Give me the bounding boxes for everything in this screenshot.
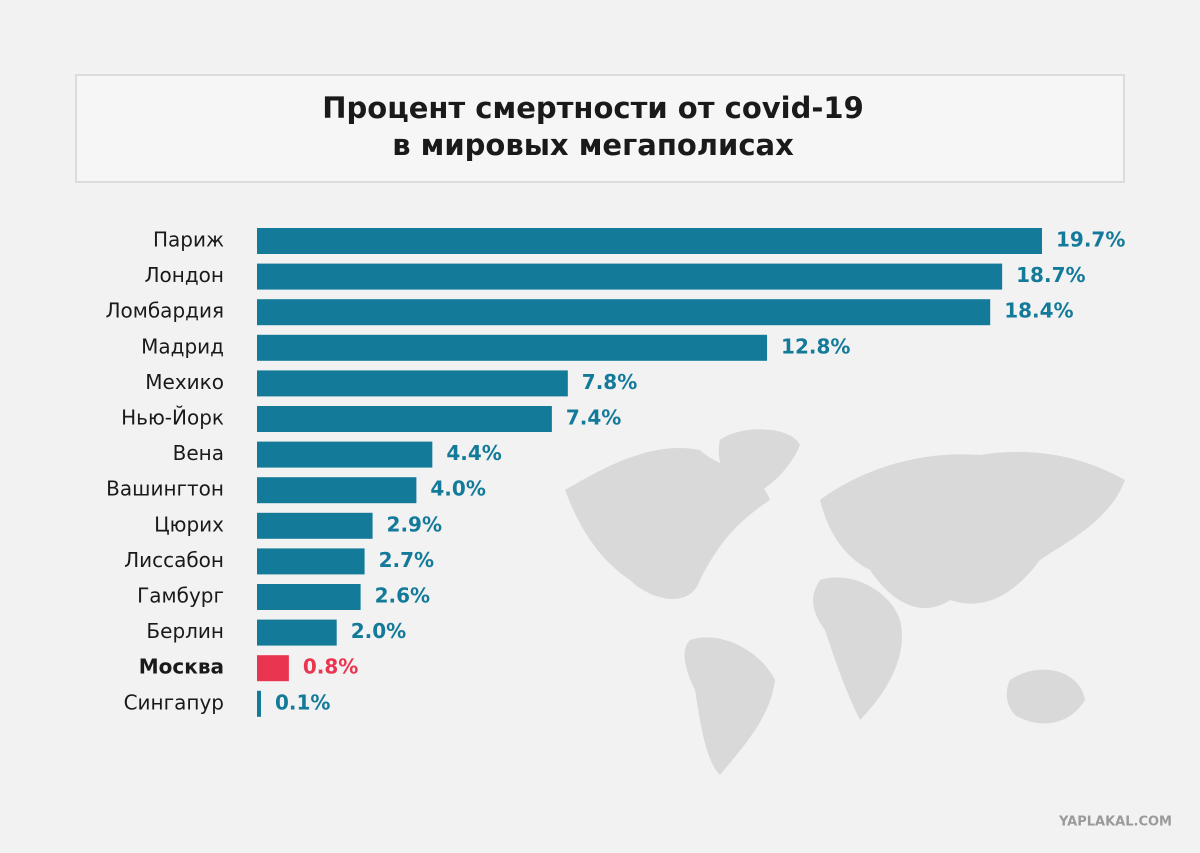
value-label: 2.6% <box>375 584 430 608</box>
category-label: Вена <box>173 441 224 465</box>
category-label: Лиссабон <box>124 548 224 572</box>
category-label: Гамбург <box>137 584 224 608</box>
bar <box>257 334 768 361</box>
category-label: Париж <box>153 228 224 252</box>
category-label: Нью-Йорк <box>121 406 224 430</box>
title-box <box>75 74 1125 183</box>
bar <box>257 370 568 397</box>
world-map <box>565 429 1125 775</box>
chart-title: Процент смертности от covid-19 <box>322 91 864 125</box>
value-label: 4.0% <box>430 477 485 501</box>
bar <box>257 690 261 717</box>
value-label: 19.7% <box>1056 228 1125 252</box>
value-label: 4.4% <box>446 441 501 465</box>
category-label: Лондон <box>145 263 225 287</box>
bar <box>257 299 991 326</box>
category-label: Москва <box>139 655 224 679</box>
bar <box>257 655 289 682</box>
value-label: 12.8% <box>781 334 850 358</box>
bar <box>257 228 1042 254</box>
category-label: Мадрид <box>141 334 224 358</box>
category-label: Берлин <box>146 619 224 643</box>
bar <box>257 512 373 539</box>
bar <box>257 406 552 432</box>
value-label: 2.9% <box>387 512 442 536</box>
category-label: Сингапур <box>124 690 224 714</box>
bar <box>257 477 417 504</box>
bar <box>257 441 433 468</box>
category-label: Мехико <box>145 370 224 394</box>
bar <box>257 619 337 646</box>
value-label: 7.8% <box>582 370 637 394</box>
value-label: 0.1% <box>275 690 330 714</box>
category-label: Вашингтон <box>106 477 224 501</box>
chart-title: в мировых мегаполисах <box>392 128 794 162</box>
value-label: 2.0% <box>351 619 406 643</box>
value-label: 7.4% <box>566 406 621 430</box>
value-label: 18.4% <box>1004 299 1073 323</box>
category-label: Ломбардия <box>105 299 224 323</box>
category-label: Цюрих <box>154 512 224 536</box>
bar <box>257 263 1003 290</box>
value-label: 18.7% <box>1016 263 1085 287</box>
watermark: YAPLAKAL.COM <box>1058 815 1172 830</box>
bar <box>257 548 365 575</box>
bar <box>257 584 361 610</box>
value-label: 2.7% <box>379 548 434 572</box>
value-label: 0.8% <box>303 655 358 679</box>
